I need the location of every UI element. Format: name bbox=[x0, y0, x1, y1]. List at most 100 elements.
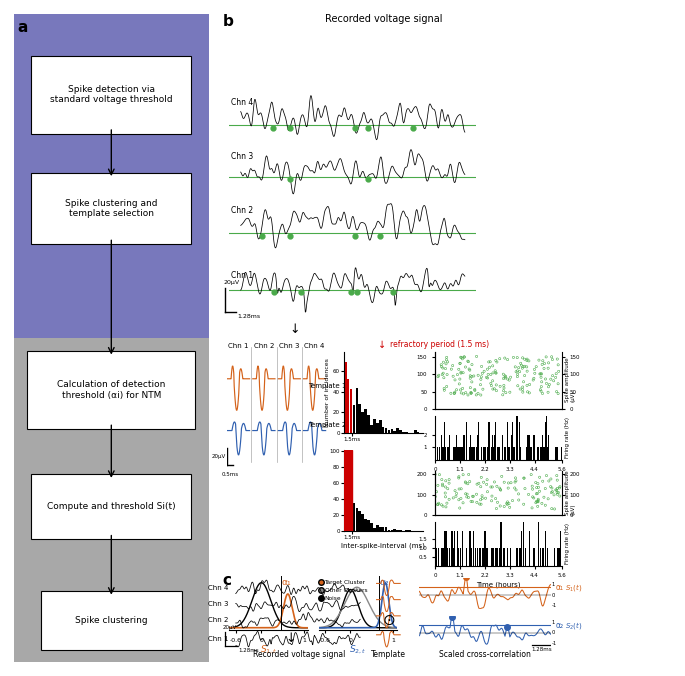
Point bbox=[539, 358, 550, 369]
Bar bbox=[527, 435, 528, 460]
Point bbox=[540, 374, 551, 385]
Point bbox=[467, 496, 478, 507]
FancyBboxPatch shape bbox=[27, 351, 195, 429]
Text: 20μV: 20μV bbox=[223, 625, 237, 630]
Point bbox=[480, 493, 491, 504]
Point bbox=[441, 354, 452, 365]
Point bbox=[554, 491, 565, 502]
Point bbox=[516, 363, 527, 374]
Bar bbox=[493, 447, 494, 460]
Point bbox=[459, 352, 470, 362]
FancyBboxPatch shape bbox=[32, 55, 191, 134]
Point bbox=[462, 356, 473, 366]
Point bbox=[448, 371, 459, 382]
Text: $S_1(t)$: $S_1(t)$ bbox=[565, 582, 583, 593]
Text: -1: -1 bbox=[551, 604, 557, 608]
Point bbox=[515, 358, 526, 368]
X-axis label: Time (hours): Time (hours) bbox=[476, 475, 521, 481]
Point bbox=[440, 481, 451, 492]
Point bbox=[489, 477, 500, 487]
Point bbox=[507, 495, 518, 506]
Point bbox=[551, 386, 562, 397]
FancyBboxPatch shape bbox=[41, 591, 182, 650]
Point bbox=[536, 372, 547, 383]
Point bbox=[530, 368, 540, 379]
Bar bbox=[390, 429, 393, 433]
Point bbox=[451, 488, 462, 499]
Bar bbox=[538, 447, 539, 460]
Point bbox=[486, 496, 497, 506]
Point bbox=[547, 483, 558, 493]
Point bbox=[465, 382, 476, 393]
Point bbox=[527, 375, 538, 385]
Bar bbox=[458, 548, 459, 566]
Point bbox=[448, 493, 459, 504]
Point bbox=[475, 494, 486, 505]
Bar bbox=[390, 530, 393, 531]
Bar bbox=[373, 419, 376, 433]
Point bbox=[446, 364, 457, 375]
Point bbox=[462, 479, 473, 489]
Point bbox=[437, 481, 448, 491]
Point bbox=[501, 498, 512, 509]
Point bbox=[550, 372, 561, 383]
Point bbox=[474, 499, 485, 510]
Point bbox=[486, 481, 497, 492]
Text: b: b bbox=[223, 14, 234, 28]
Text: 1: 1 bbox=[551, 620, 555, 625]
Point bbox=[516, 360, 527, 370]
Bar bbox=[462, 531, 463, 566]
Bar bbox=[379, 420, 382, 433]
Text: 0: 0 bbox=[551, 631, 555, 635]
Point bbox=[453, 494, 464, 505]
Point bbox=[453, 471, 464, 482]
Text: refractory period (1.5 ms): refractory period (1.5 ms) bbox=[390, 340, 490, 349]
Point bbox=[546, 503, 557, 514]
Point bbox=[519, 361, 530, 372]
Point bbox=[532, 496, 543, 507]
Bar bbox=[358, 404, 361, 433]
Text: Recorded voltage signal: Recorded voltage signal bbox=[325, 14, 443, 24]
Point bbox=[471, 497, 482, 508]
Point bbox=[533, 494, 544, 505]
Bar bbox=[495, 422, 496, 460]
Bar bbox=[520, 548, 521, 566]
Bar bbox=[399, 530, 402, 531]
Bar bbox=[451, 531, 453, 566]
Bar bbox=[379, 527, 382, 531]
Point bbox=[466, 496, 477, 507]
Point bbox=[535, 385, 546, 395]
Bar bbox=[520, 447, 521, 460]
Bar bbox=[367, 521, 370, 531]
Point bbox=[546, 352, 557, 362]
Point bbox=[488, 384, 499, 395]
Point bbox=[456, 368, 466, 379]
Point bbox=[499, 370, 510, 381]
Text: ↓: ↓ bbox=[289, 322, 300, 336]
Bar bbox=[393, 529, 396, 531]
Bar bbox=[441, 548, 442, 566]
Point bbox=[475, 374, 486, 385]
Point bbox=[441, 381, 452, 392]
Text: Chn 1: Chn 1 bbox=[228, 343, 249, 349]
Bar bbox=[560, 531, 561, 566]
Point bbox=[490, 368, 501, 379]
Bar bbox=[388, 530, 390, 531]
Point bbox=[479, 366, 490, 377]
Point bbox=[457, 383, 468, 394]
Point bbox=[533, 495, 544, 506]
Point bbox=[497, 389, 508, 400]
Bar bbox=[492, 548, 493, 566]
Point bbox=[492, 497, 503, 508]
Point bbox=[547, 354, 558, 365]
Point bbox=[528, 493, 539, 504]
Text: 20μV: 20μV bbox=[212, 454, 226, 459]
Point bbox=[503, 498, 514, 509]
Bar bbox=[516, 410, 517, 460]
Bar bbox=[484, 531, 486, 566]
Bar bbox=[556, 447, 557, 460]
Point bbox=[536, 368, 547, 379]
Bar bbox=[367, 415, 370, 433]
Bar bbox=[521, 531, 522, 566]
Point bbox=[499, 372, 510, 383]
